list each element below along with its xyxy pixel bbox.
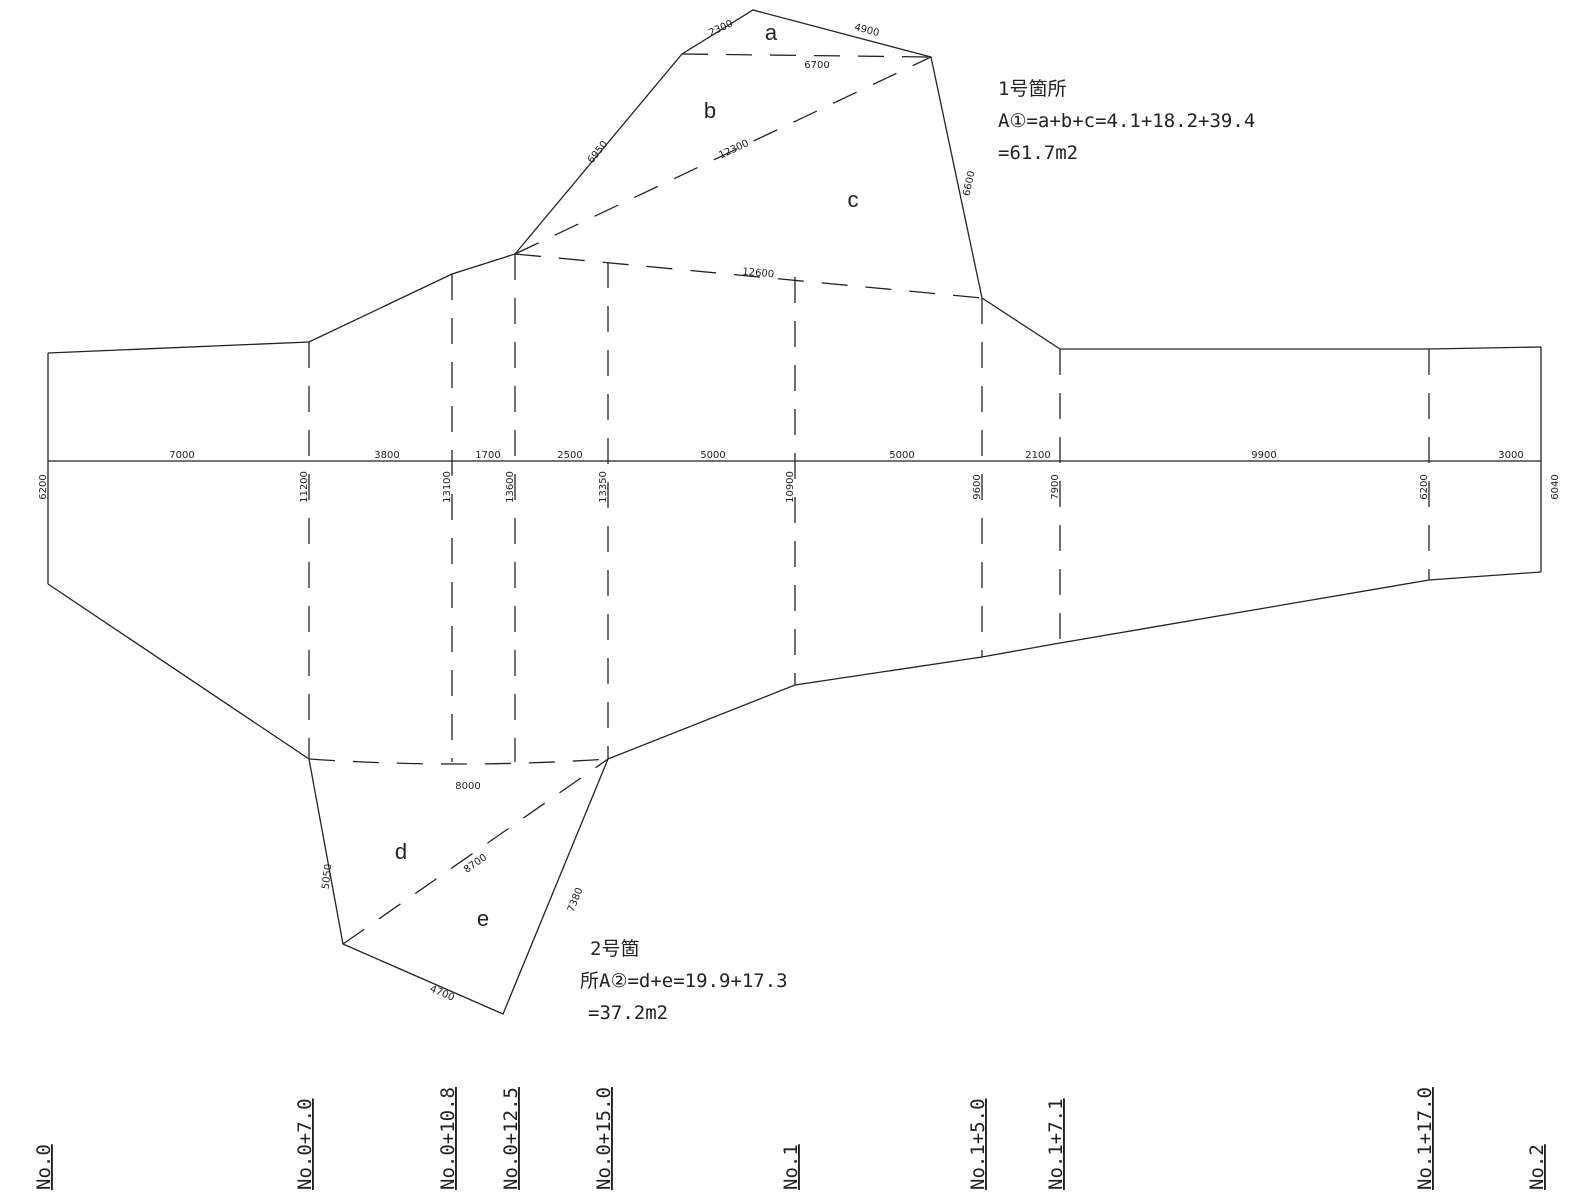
spacing-label: 2100 <box>1025 450 1050 461</box>
width-label: 9600 <box>972 474 983 499</box>
area-label-e: e <box>477 906 489 931</box>
dim-label: 6950 <box>586 139 611 166</box>
area1-dimensions: 2300 4900 6700 6950 12300 6600 12600 <box>586 18 978 280</box>
dim-label: 6600 <box>962 170 978 197</box>
spacing-label: 2500 <box>557 450 582 461</box>
dim-label: 8700 <box>462 852 489 876</box>
area-label-d: d <box>395 839 407 864</box>
station-labels: No.0 No.0+7.0 No.0+10.8 No.0+12.5 No.0+1… <box>33 1087 1548 1190</box>
width-label: 6200 <box>38 474 49 499</box>
area1-note: 1号箇所 A①=a+b+c=4.1+18.2+39.4 =61.7m2 <box>998 78 1255 164</box>
width-label: 6040 <box>1550 474 1561 499</box>
dim-label: 2300 <box>707 18 735 39</box>
lower-boundary <box>47 571 1542 1015</box>
diagonal-line <box>514 56 932 255</box>
width-label: 13100 <box>442 471 453 503</box>
dim-label: 4900 <box>853 22 880 39</box>
area-label-b: b <box>704 98 716 123</box>
dim-label: 6700 <box>804 60 829 71</box>
area2-dimensions: 8000 5050 8700 7380 4700 <box>321 781 586 1004</box>
station-label: No.0+12.5 <box>500 1087 522 1190</box>
upper-boundary <box>47 9 1542 354</box>
note-line: =61.7m2 <box>998 142 1078 164</box>
area-label-a: a <box>765 20 778 45</box>
section-width-labels: 6200 11200 13100 13600 13350 10900 9600 … <box>38 471 1561 503</box>
area-label-c: c <box>848 187 859 212</box>
spacing-label: 5000 <box>889 450 914 461</box>
diagonal-line <box>514 253 983 299</box>
station-label: No.1 <box>780 1144 802 1190</box>
note-line: A①=a+b+c=4.1+18.2+39.4 <box>998 110 1255 132</box>
note-line: 1号箇所 <box>998 78 1066 100</box>
width-label: 10900 <box>785 471 796 503</box>
spacing-label: 3000 <box>1498 450 1523 461</box>
width-label: 13350 <box>598 471 609 503</box>
dim-label: 12600 <box>742 267 775 281</box>
diagonal-line <box>308 758 609 765</box>
note-line: 2号箇 <box>590 938 639 960</box>
baseline-spacing-labels: 7000 3800 1700 2500 5000 5000 2100 9900 … <box>169 450 1523 461</box>
note-line: =37.2m2 <box>588 1002 668 1024</box>
area2-note: 2号箇 所A②=d+e=19.9+17.3 =37.2m2 <box>580 938 788 1024</box>
spacing-label: 9900 <box>1251 450 1276 461</box>
width-label: 7900 <box>1050 474 1061 499</box>
station-label: No.0 <box>33 1144 55 1190</box>
width-label: 13600 <box>505 471 516 503</box>
diagonal-line <box>681 53 932 58</box>
station-label: No.0+10.8 <box>437 1087 459 1190</box>
diagonal-line <box>342 758 609 945</box>
station-label: No.0+15.0 <box>593 1087 615 1190</box>
spacing-label: 7000 <box>169 450 194 461</box>
note-line: 所A②=d+e=19.9+17.3 <box>580 970 788 992</box>
station-label: No.0+7.0 <box>294 1098 316 1190</box>
dim-label: 8000 <box>455 781 480 792</box>
station-label: No.1+7.1 <box>1045 1098 1067 1190</box>
station-label: No.2 <box>1526 1144 1548 1190</box>
spacing-label: 3800 <box>374 450 399 461</box>
width-label: 11200 <box>299 471 310 503</box>
dim-label: 4700 <box>428 984 456 1004</box>
width-label: 6200 <box>1419 474 1430 499</box>
dim-label: 12300 <box>717 138 750 161</box>
station-label: No.1+5.0 <box>967 1098 989 1190</box>
station-label: No.1+17.0 <box>1414 1087 1436 1190</box>
spacing-label: 1700 <box>475 450 500 461</box>
dim-label: 7380 <box>566 886 586 914</box>
dim-label: 5050 <box>321 863 335 890</box>
spacing-label: 5000 <box>700 450 725 461</box>
